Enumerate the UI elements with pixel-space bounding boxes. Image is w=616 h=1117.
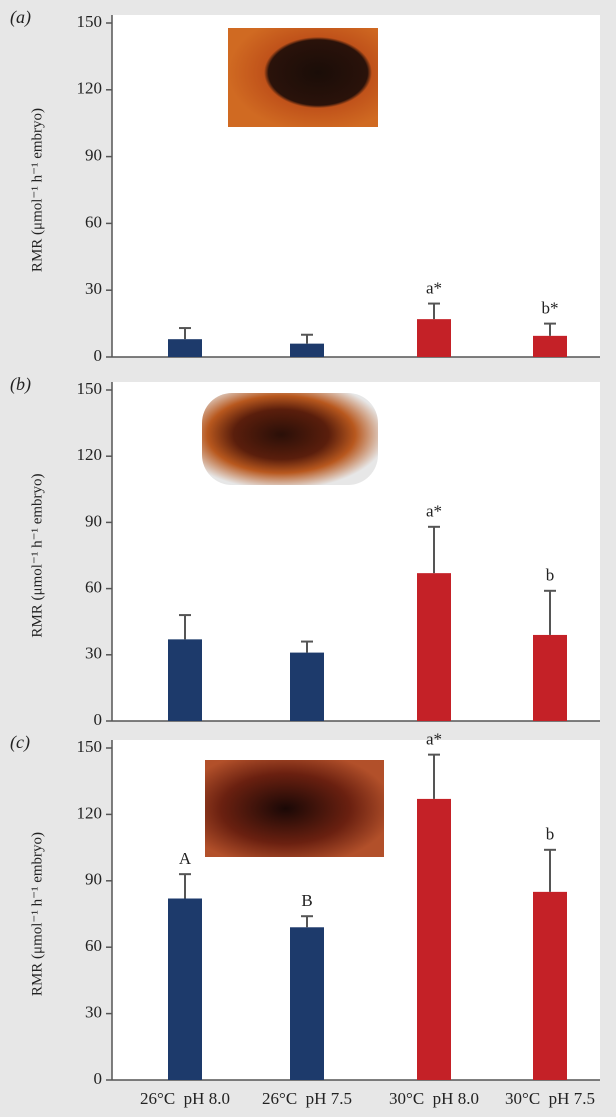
- embryo-photo: [202, 393, 378, 485]
- y-tick-label: 0: [94, 346, 103, 365]
- x-tick-label: 30°C pH 8.0: [389, 1089, 479, 1108]
- significance-label: a*: [426, 502, 442, 521]
- significance-label: a*: [426, 730, 442, 749]
- y-tick-label: 120: [77, 803, 103, 822]
- y-tick-label: 60: [85, 578, 102, 597]
- y-axis-label: RMR (μmol⁻¹ h⁻¹ embryo): [29, 832, 45, 996]
- bar: [290, 927, 324, 1080]
- panel-label: (a): [10, 7, 31, 28]
- y-axis-label: RMR (μmol⁻¹ h⁻¹ embryo): [29, 473, 45, 637]
- bar: [168, 898, 202, 1080]
- significance-label: a*: [426, 278, 442, 297]
- panel-label: (b): [10, 374, 31, 395]
- embryo-photo: [228, 28, 378, 127]
- y-tick-label: 150: [77, 379, 103, 398]
- bar: [417, 573, 451, 721]
- x-tick-label: 26°C pH 7.5: [262, 1089, 352, 1108]
- plots: 0 30 60 90 120 150 RMR (μmol⁻¹ h⁻¹ embryo) (a) a…: [10, 7, 600, 1108]
- y-tick-label: 150: [77, 737, 103, 756]
- y-tick-label: 90: [85, 511, 102, 530]
- y-tick-label: 60: [85, 212, 102, 231]
- bar: [290, 343, 324, 357]
- y-tick-label: 30: [85, 279, 102, 298]
- y-tick-label: 30: [85, 644, 102, 663]
- y-tick-label: 120: [77, 79, 103, 98]
- bar: [168, 639, 202, 721]
- y-tick-label: 150: [77, 12, 103, 31]
- y-tick-label: 120: [77, 445, 103, 464]
- significance-label: B: [301, 891, 312, 910]
- panel-label: (c): [10, 732, 30, 753]
- y-tick-label: 90: [85, 146, 102, 165]
- significance-label: A: [179, 849, 192, 868]
- y-axis-label: RMR (μmol⁻¹ h⁻¹ embryo): [29, 108, 45, 272]
- x-tick-label: 26°C pH 8.0: [140, 1089, 230, 1108]
- bar: [417, 798, 451, 1080]
- bar: [417, 319, 451, 357]
- bar: [533, 634, 567, 721]
- bar: [533, 335, 567, 357]
- embryo-photo: [205, 760, 384, 857]
- bar: [168, 339, 202, 357]
- y-tick-label: 0: [94, 1069, 103, 1088]
- bar: [290, 652, 324, 721]
- y-tick-label: 0: [94, 710, 103, 729]
- x-tick-label: 30°C pH 7.5: [505, 1089, 595, 1108]
- significance-label: b*: [542, 299, 559, 318]
- bar: [533, 891, 567, 1080]
- y-tick-label: 60: [85, 936, 102, 955]
- y-tick-label: 90: [85, 870, 102, 889]
- y-tick-label: 30: [85, 1003, 102, 1022]
- significance-label: b: [546, 566, 555, 585]
- significance-label: b: [546, 825, 555, 844]
